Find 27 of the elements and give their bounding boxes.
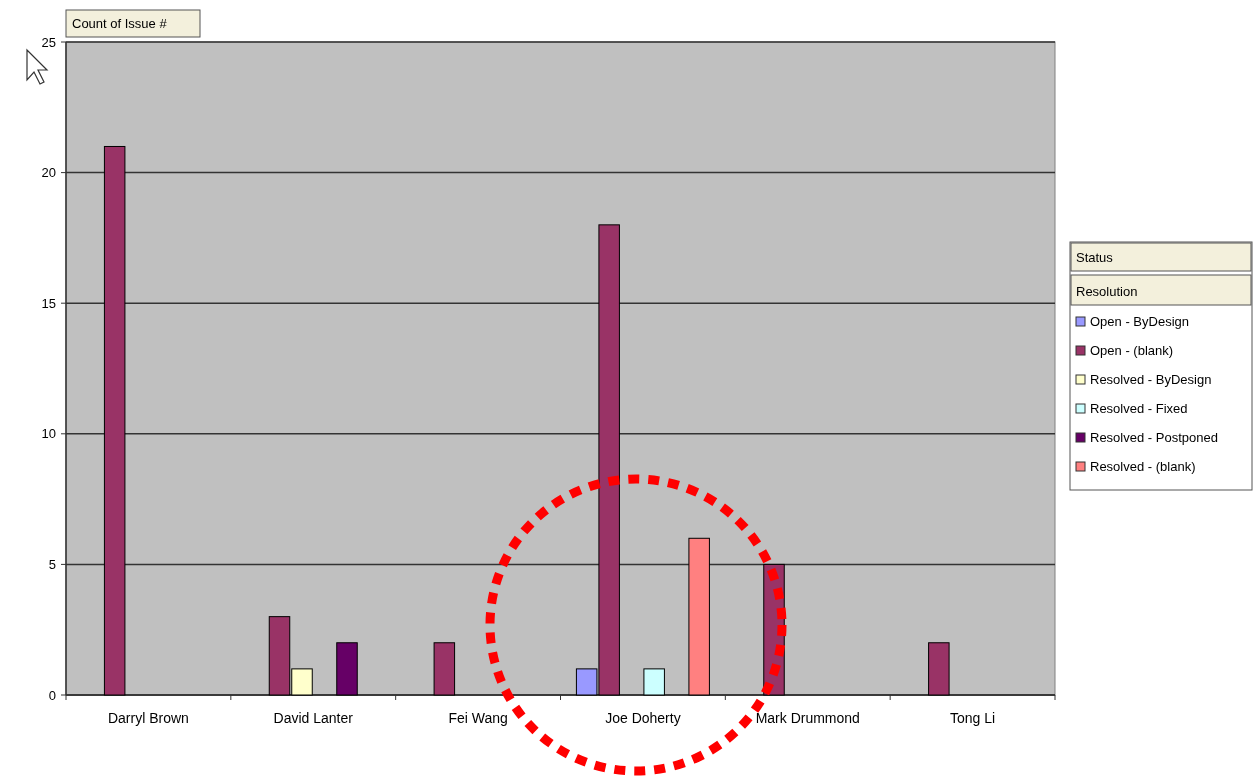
bar — [688, 537, 710, 696]
text: Count of Issue # — [72, 16, 168, 31]
x-tick-label: Fei Wang — [448, 710, 508, 726]
legend-label: Resolved - Postponed — [1090, 430, 1218, 445]
legend-label: Resolved - Fixed — [1090, 401, 1188, 416]
y-tick-label: 0 — [48, 687, 56, 703]
legend-label: Open - (blank) — [1090, 343, 1174, 358]
bar — [433, 642, 456, 696]
bar — [643, 668, 665, 696]
x-tick-label: Darryl Brown — [107, 710, 189, 726]
x-tick-label: David Lanter — [273, 710, 354, 726]
y-tick-label: 20 — [41, 165, 56, 181]
legend-label: Resolved - ByDesign — [1090, 372, 1212, 387]
y-tick-label: 10 — [41, 426, 56, 442]
bar — [103, 145, 126, 696]
y-tick-label: 15 — [41, 295, 56, 311]
x-tick-label: Tong Li — [950, 710, 996, 726]
y-tick-label: 25 — [41, 34, 56, 50]
bar — [336, 642, 358, 696]
bar — [928, 642, 950, 696]
legend-title: Status — [1076, 250, 1114, 265]
x-tick-label: Mark Drummond — [755, 710, 860, 726]
y-tick-label: 5 — [48, 556, 56, 572]
legend-label: Resolved - (blank) — [1090, 459, 1196, 474]
legend-label: Open - ByDesign — [1090, 314, 1189, 329]
x-tick-label: Joe Doherty — [605, 710, 681, 726]
text: Resolution — [1076, 284, 1138, 299]
